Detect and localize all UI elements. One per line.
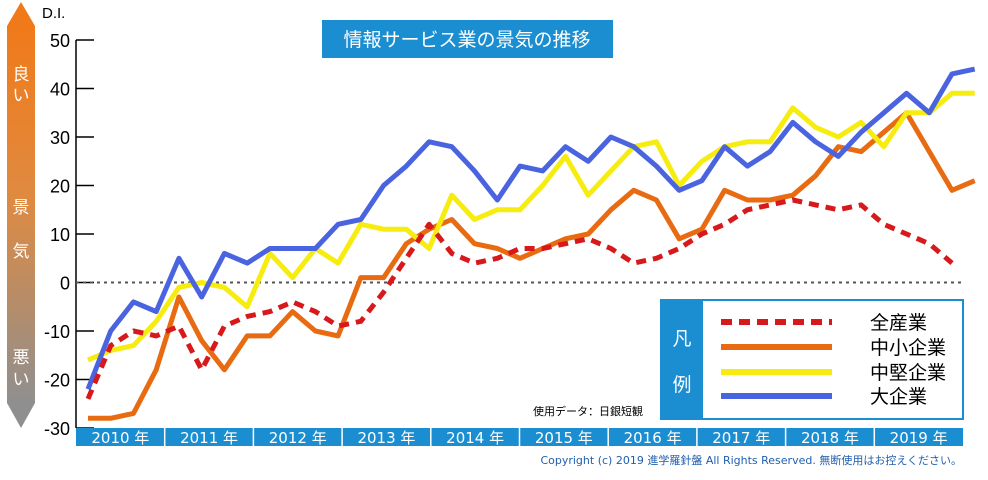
year-label: 2018 年 xyxy=(801,429,859,447)
y-tick-label: 10 xyxy=(50,225,70,245)
y-tick-label: -20 xyxy=(44,371,70,391)
year-label: 2012 年 xyxy=(269,429,327,447)
arrow-shaft xyxy=(7,26,35,403)
y-tick-label: 40 xyxy=(50,80,70,100)
copyright-text: Copyright (c) 2019 進学羅針盤 All Rights Rese… xyxy=(540,453,962,467)
y-axis: 50 40 30 20 10 0 -10 -20 -30 xyxy=(44,31,963,439)
series-line-1 xyxy=(85,197,954,400)
legend-title-2: 例 xyxy=(672,374,691,396)
side-label-mid-1: 景 xyxy=(13,198,30,218)
year-label: 2016 年 xyxy=(624,429,682,447)
series-line-2 xyxy=(88,110,976,421)
title-banner xyxy=(322,20,613,58)
legend-title-1: 凡 xyxy=(672,328,691,350)
y-tick-label: 20 xyxy=(50,177,70,197)
title-text: 情報サービス業の景気の推移 xyxy=(343,29,590,51)
year-label: 2013 年 xyxy=(357,429,415,447)
year-label: 2014 年 xyxy=(446,429,504,447)
y-tick-label: -10 xyxy=(44,322,70,342)
y-tick-label: 50 xyxy=(50,31,70,51)
y-tick-label: -30 xyxy=(44,419,70,439)
legend-title-bar xyxy=(661,300,703,419)
side-label-mid-2: 気 xyxy=(13,242,30,262)
year-label: 2015 年 xyxy=(535,429,593,447)
side-label-good-2: い xyxy=(13,86,30,106)
x-axis-year-band: 2010 年 2011 年 2012 年 2013 年 2014 年 2015 年 2016… xyxy=(76,428,963,447)
year-label: 2019 年 xyxy=(890,429,948,447)
arrow-up-head xyxy=(7,2,35,26)
data-source-note: 使用データ：日銀短観 xyxy=(533,404,643,418)
y-axis-label: D.I. xyxy=(42,5,65,22)
series-line-4 xyxy=(85,66,976,391)
arrow-down-head xyxy=(7,403,35,428)
year-label: 2011 年 xyxy=(180,429,238,447)
series-line-3 xyxy=(87,90,975,363)
side-label-bad-2: い xyxy=(13,370,30,390)
side-label-good-1: 良 xyxy=(13,65,30,85)
legend-label: 中堅企業 xyxy=(870,362,946,384)
year-label: 2017 年 xyxy=(712,429,770,447)
chart-title: 情報サービス業の景気の推移 xyxy=(322,20,613,58)
series-layer xyxy=(85,66,976,421)
side-label-bad-1: 悪 xyxy=(13,348,30,368)
legend-label: 中小企業 xyxy=(870,337,946,359)
y-tick-label: 30 xyxy=(50,128,70,148)
legend-label: 全産業 xyxy=(870,312,927,334)
legend-label: 大企業 xyxy=(870,386,927,408)
year-label: 2010 年 xyxy=(91,429,149,447)
y-tick-label: 0 xyxy=(60,274,70,294)
sentiment-arrow: 良 い 景 気 悪 い xyxy=(7,2,35,428)
